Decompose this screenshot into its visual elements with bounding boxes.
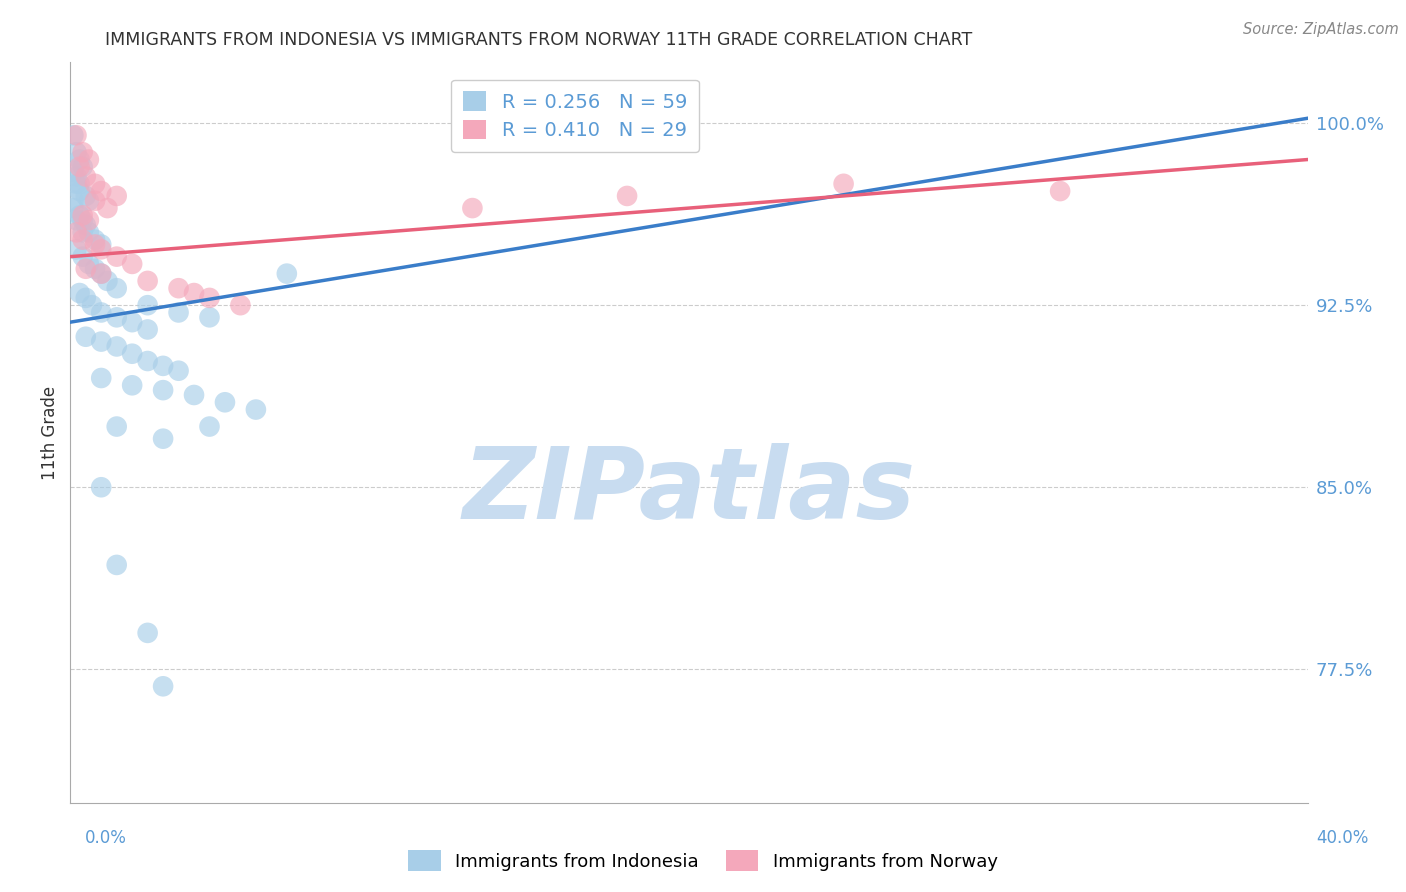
- Point: [69, 208, 91, 222]
- Point: [167, 305, 190, 319]
- Point: [121, 257, 143, 271]
- Point: [62, 164, 84, 178]
- Point: [62, 201, 84, 215]
- Point: [62, 194, 84, 208]
- Point: [229, 298, 252, 312]
- Point: [214, 395, 236, 409]
- Point: [90, 237, 112, 252]
- Point: [75, 189, 97, 203]
- Point: [90, 371, 112, 385]
- Point: [90, 243, 112, 257]
- Point: [72, 160, 94, 174]
- Point: [96, 274, 118, 288]
- Point: [245, 402, 267, 417]
- Point: [84, 233, 107, 247]
- Point: [105, 558, 128, 572]
- Point: [69, 286, 91, 301]
- Point: [75, 169, 97, 184]
- Point: [72, 225, 94, 239]
- Point: [72, 145, 94, 160]
- Point: [69, 160, 91, 174]
- Point: [105, 189, 128, 203]
- Point: [72, 250, 94, 264]
- Point: [121, 347, 143, 361]
- Point: [90, 267, 112, 281]
- Point: [77, 213, 100, 227]
- Point: [65, 169, 87, 184]
- Point: [65, 177, 87, 191]
- Point: [84, 261, 107, 276]
- Point: [75, 218, 97, 232]
- Point: [121, 315, 143, 329]
- Point: [136, 626, 159, 640]
- Y-axis label: 11th Grade: 11th Grade: [41, 385, 59, 480]
- Text: 40.0%: 40.0%: [1316, 829, 1369, 847]
- Point: [152, 383, 174, 397]
- Point: [62, 128, 84, 143]
- Point: [90, 267, 112, 281]
- Point: [72, 233, 94, 247]
- Point: [96, 201, 118, 215]
- Point: [77, 194, 100, 208]
- Point: [152, 432, 174, 446]
- Point: [77, 257, 100, 271]
- Point: [183, 388, 205, 402]
- Point: [461, 201, 484, 215]
- Point: [105, 310, 128, 325]
- Text: IMMIGRANTS FROM INDONESIA VS IMMIGRANTS FROM NORWAY 11TH GRADE CORRELATION CHART: IMMIGRANTS FROM INDONESIA VS IMMIGRANTS …: [105, 31, 973, 49]
- Point: [198, 310, 221, 325]
- Point: [136, 354, 159, 368]
- Point: [105, 419, 128, 434]
- Point: [616, 189, 638, 203]
- Point: [77, 153, 100, 167]
- Point: [84, 237, 107, 252]
- Legend: Immigrants from Indonesia, Immigrants from Norway: Immigrants from Indonesia, Immigrants fr…: [401, 843, 1005, 879]
- Text: 0.0%: 0.0%: [84, 829, 127, 847]
- Point: [90, 334, 112, 349]
- Point: [75, 291, 97, 305]
- Legend: R = 0.256   N = 59, R = 0.410   N = 29: R = 0.256 N = 59, R = 0.410 N = 29: [451, 79, 699, 152]
- Point: [198, 419, 221, 434]
- Point: [105, 281, 128, 295]
- Point: [152, 679, 174, 693]
- Point: [832, 177, 855, 191]
- Point: [84, 177, 107, 191]
- Point: [65, 243, 87, 257]
- Point: [65, 128, 87, 143]
- Point: [90, 305, 112, 319]
- Point: [65, 225, 87, 239]
- Point: [136, 322, 159, 336]
- Point: [105, 339, 128, 353]
- Point: [69, 184, 91, 198]
- Point: [105, 250, 128, 264]
- Point: [276, 267, 298, 281]
- Point: [167, 364, 190, 378]
- Point: [65, 213, 87, 227]
- Point: [77, 225, 100, 239]
- Point: [136, 298, 159, 312]
- Point: [72, 208, 94, 222]
- Point: [90, 184, 112, 198]
- Point: [84, 194, 107, 208]
- Point: [65, 145, 87, 160]
- Text: ZIPatlas: ZIPatlas: [463, 443, 915, 541]
- Point: [75, 261, 97, 276]
- Point: [121, 378, 143, 392]
- Point: [90, 480, 112, 494]
- Text: Source: ZipAtlas.com: Source: ZipAtlas.com: [1243, 22, 1399, 37]
- Point: [167, 281, 190, 295]
- Point: [69, 177, 91, 191]
- Point: [198, 291, 221, 305]
- Point: [136, 274, 159, 288]
- Point: [75, 330, 97, 344]
- Point: [80, 298, 103, 312]
- Point: [72, 213, 94, 227]
- Point: [69, 153, 91, 167]
- Point: [152, 359, 174, 373]
- Point: [183, 286, 205, 301]
- Point: [1049, 184, 1071, 198]
